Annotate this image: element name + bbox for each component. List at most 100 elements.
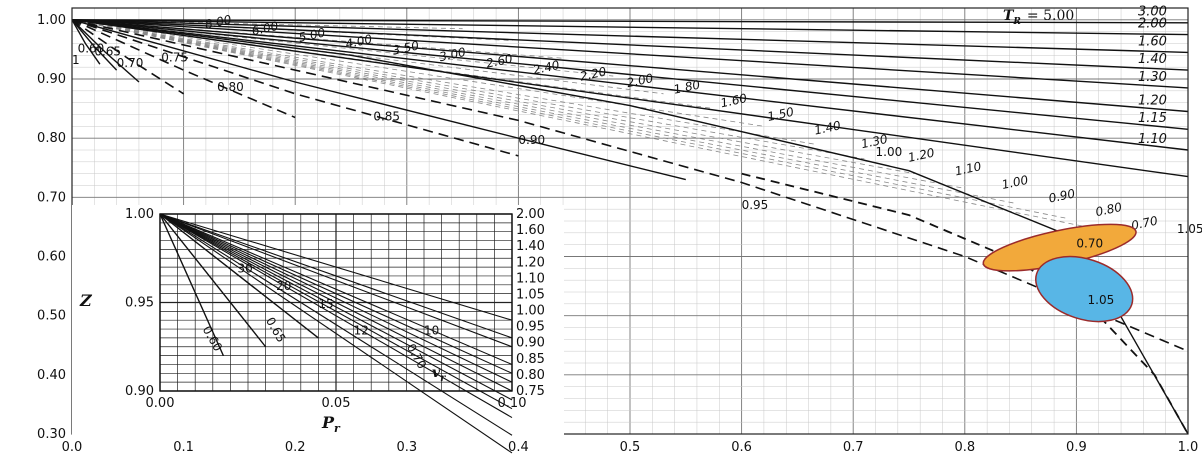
highlight-ellipses: 0.70 1.05 [982,223,1137,323]
inset-tr-line [159,213,513,401]
y-tick-label: 0.90 [37,72,66,87]
x-tick-label: 0.5 [620,440,641,455]
tr-label: 0.65 [94,44,121,58]
series-tr-1-60 [71,19,1189,54]
vr-label: 6.00 [251,19,280,38]
tr-header: TR = 5.00 [1003,8,1074,27]
x-tick-label: 0.9 [1066,440,1087,455]
series-tr-0-75 [71,19,185,95]
inset-vr-label: 10 [424,323,439,337]
highlight-label: 1.05 [1088,293,1115,307]
inset-right-tick-label: 1.40 [516,239,545,254]
vr-label: 0.90 [1047,186,1076,205]
tr-label: 1.40 [1138,52,1167,67]
series-tr-0-80 [71,19,296,119]
x-tick-label: 0.7 [843,440,864,455]
series-tr-0-60 [71,19,101,65]
inset-ylabel: Z [79,291,93,310]
vr-label: 5.00 [297,25,326,44]
inset-tr-line [159,213,513,321]
inset-right-tick-label: 2.00 [516,207,545,222]
inset-right-tick-label: 1.60 [516,223,545,238]
tr-label: 1.05 [1177,222,1202,236]
inset-right-tick-label: 0.90 [516,336,545,351]
y-tick-label: 0.30 [37,427,66,442]
tr-label: 0.70 [117,56,144,70]
series-tr-0-70 [71,19,140,83]
inset-y-tick-label: 1.00 [125,207,154,222]
series-tr-0-95 [71,19,1189,352]
x-tick-label: 0.2 [285,440,306,455]
inset-tr-line [159,213,513,339]
vr-label: 0.70 [1130,213,1159,232]
tr-label: 0.60 [78,41,105,55]
vr-label: 2.20 [579,64,608,83]
y-tick-label: 0.50 [37,309,66,324]
vr-label: 1.80 [672,77,701,96]
tr-label: 1.10 [1138,132,1167,147]
vr-line [71,19,1066,219]
inset-curves [159,213,513,454]
vr-line [71,19,865,160]
inset-tr-line [159,213,513,392]
highlight-label: 0.70 [1076,237,1103,251]
y-tick-label: 0.40 [37,368,66,383]
main-labels: 3.002.001.601.401.301.201.151.101.051.00… [72,5,1202,236]
vr-label: 1.40 [813,118,842,137]
vr-label: 2.00 [625,71,654,90]
main-curves [71,19,1189,435]
inset-right-tick-label: 0.75 [516,384,545,399]
inset-right-tick-label: 0.95 [516,320,545,335]
tr-label: 1.30 [1138,70,1167,85]
vr-label: 3.00 [438,45,467,64]
vr-label: 3.50 [391,38,420,57]
inset-y-tick-label: 0.90 [125,384,154,399]
inset-right-tick-label: 0.85 [516,352,545,367]
vr-line [71,19,1016,204]
saturation-curve [741,172,1189,435]
inset-right-tick-label: 1.05 [516,287,545,302]
inset-chart: 0.00 0.05 0.100.900.951.00 2.001.601.401.20… [72,205,564,454]
misc-label: 1 [72,53,80,67]
x-tick-label: 0.4 [508,440,529,455]
inset-tr-line [159,213,513,410]
tr-label: 0.90 [518,133,545,147]
inset-x-tick-label: 0.05 [322,396,351,411]
inset-vr-label: 20 [276,279,291,293]
inset-tr-line [159,213,513,436]
series-tr-1-15 [71,19,1189,130]
inset-frame [159,213,513,392]
tr-label: 0.75 [161,50,188,64]
vr-line [71,19,915,175]
inset-xlabel: Pr [321,413,341,435]
series-tr-3-00 [71,19,1189,24]
inset-tr-line [159,213,513,454]
inset-right-tick-label: 1.10 [516,271,545,286]
inset-vr-symbol: vr [432,365,446,384]
inset-low-tr-line [159,213,319,339]
tr-label: 1.60 [1138,34,1167,49]
vr-label: 8.00 [204,12,233,31]
inset-labels: 0.00 0.05 0.100.900.951.00 2.001.601.401.20… [125,207,545,411]
inset-tr-line [159,213,513,365]
vr-label: 2.40 [532,58,561,77]
tr-label: 2.00 [1138,17,1167,32]
main-axes: 0.0 0.1 0.2 0.3 0.4 0.5 0.6 0.7 0.8 0.9 1.0 0.30 0.4… [37,7,1198,455]
series-tr-1-40 [71,19,1189,71]
series-tr-0-85 [71,19,519,157]
inset-vr-label: 15 [318,297,333,311]
tr-label: 1.20 [1138,93,1167,108]
series-tr-1-30 [71,19,1189,89]
vr-label: 1.30 [860,132,889,151]
highlight-blue [1035,255,1134,323]
series-tr-2-00 [71,19,1189,36]
inset-right-tick-label: 0.80 [516,368,545,383]
vr-line [71,19,1116,234]
series-tr-1-20 [71,19,1189,113]
vr-label: 2.60 [485,51,514,70]
inset-low-tr-line [159,213,224,356]
y-tick-label: 0.60 [37,250,66,265]
tr-label: 0.85 [373,109,400,123]
series-tr-1-05 [71,19,1189,178]
inset-vr-label: 12 [354,323,369,337]
